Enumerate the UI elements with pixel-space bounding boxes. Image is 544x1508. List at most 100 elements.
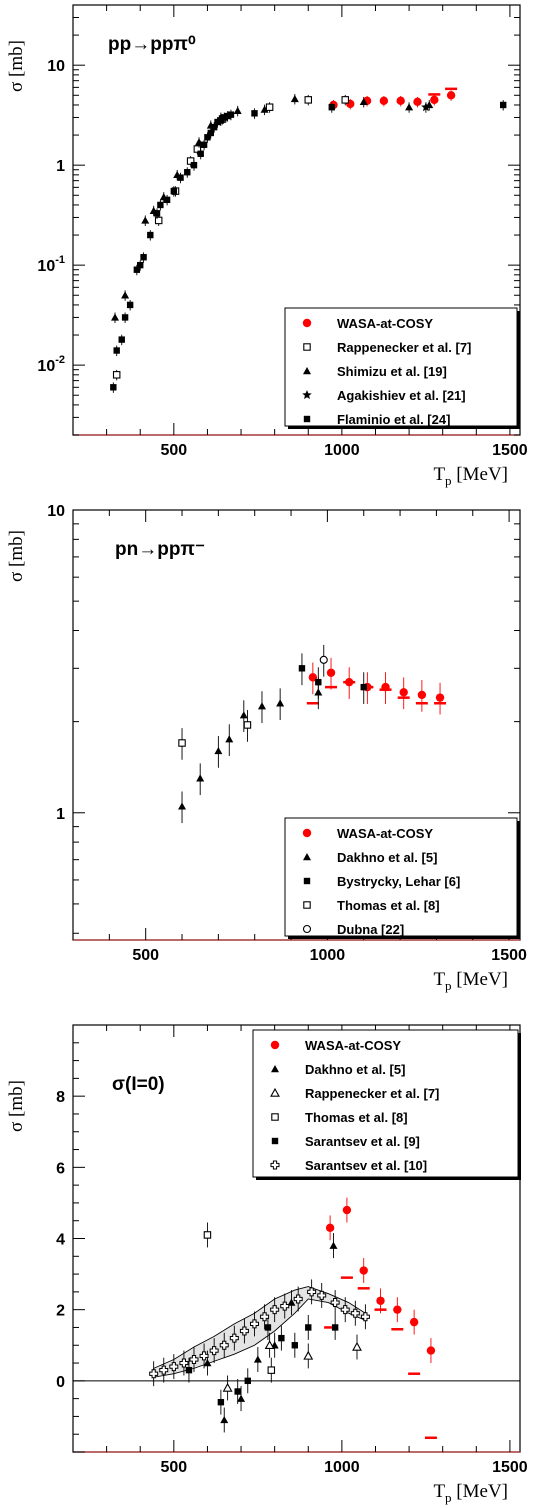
data-point bbox=[184, 169, 191, 176]
legend-marker bbox=[303, 877, 311, 885]
legend-marker bbox=[271, 1137, 279, 1145]
series-flaminio-et-al-24 bbox=[110, 100, 507, 393]
data-point bbox=[253, 1355, 262, 1363]
data-point bbox=[214, 746, 223, 755]
series-bystrycky-lehar-6 bbox=[298, 653, 367, 704]
x-tick-label: 1000 bbox=[310, 947, 346, 964]
data-point bbox=[326, 668, 336, 677]
data-point bbox=[154, 216, 163, 225]
data-point bbox=[319, 655, 328, 664]
x-tick-label: 1000 bbox=[324, 1459, 360, 1476]
plot-area bbox=[110, 87, 507, 393]
data-point bbox=[118, 336, 125, 343]
legend-box bbox=[284, 817, 518, 937]
legend-entry-thomas-et-al-8: Thomas et al. [8] bbox=[305, 1110, 408, 1125]
legend-marker bbox=[303, 415, 311, 423]
x-tick-label: 500 bbox=[160, 442, 187, 459]
data-point bbox=[137, 261, 144, 269]
x-tick-label: 1500 bbox=[492, 442, 528, 459]
data-point bbox=[417, 690, 427, 700]
data-point bbox=[157, 201, 164, 209]
series-shimizu-et-al-19 bbox=[111, 93, 434, 323]
legend-entry-dakhno-et-al-5: Dakhno et al. [5] bbox=[337, 850, 437, 865]
legend-entry-shimizu-et-al-19: Shimizu et al. [19] bbox=[337, 364, 447, 379]
data-point bbox=[359, 97, 368, 106]
data-point bbox=[169, 1362, 179, 1372]
y-tick-label: 2 bbox=[56, 1303, 65, 1320]
data-point bbox=[329, 1241, 338, 1249]
y-tick-exponent: -2 bbox=[55, 354, 65, 366]
legend-entry-thomas-et-al-8: Thomas et al. [8] bbox=[337, 898, 440, 913]
data-point bbox=[112, 371, 121, 379]
x-tick-label: 500 bbox=[160, 1459, 187, 1476]
data-point bbox=[360, 1312, 370, 1322]
data-point bbox=[264, 1324, 272, 1331]
panel-pp-to-pp-pi0: 500 1000 1500 10-2 10-1 1 10 σ [mb] Tp [MeV] pp→p… bbox=[6, 4, 528, 488]
data-point bbox=[308, 673, 318, 682]
data-point bbox=[379, 96, 389, 106]
data-point bbox=[203, 1359, 212, 1367]
data-point bbox=[225, 735, 234, 743]
data-point bbox=[204, 134, 211, 141]
data-point bbox=[221, 114, 228, 121]
plot-area bbox=[149, 1197, 437, 1440]
data-point bbox=[280, 1301, 290, 1311]
data-point bbox=[217, 117, 225, 124]
data-point bbox=[446, 91, 456, 100]
series-sarantsev-et-al-10 bbox=[149, 1279, 370, 1387]
y-tick-label: 10 bbox=[47, 58, 65, 75]
series-dakhno-et-al-5 bbox=[178, 677, 323, 824]
legend-entry-flaminio-et-al-24: Flaminio et al. [24] bbox=[337, 412, 450, 427]
data-point bbox=[239, 711, 248, 719]
data-point bbox=[190, 161, 198, 169]
data-point bbox=[227, 111, 235, 118]
legend-marker bbox=[270, 1160, 280, 1170]
data-point bbox=[207, 129, 214, 137]
legend: WASA-at-COSY Dakhno et al. [5] Bystrycky, … bbox=[284, 817, 520, 939]
y-axis-label: σ [mb] bbox=[6, 1080, 27, 1132]
data-point bbox=[409, 1317, 419, 1327]
data-point bbox=[224, 112, 231, 120]
legend-entry-rappenecker-et-al-7: Rappenecker et al. [7] bbox=[337, 340, 471, 355]
data-point bbox=[243, 721, 252, 729]
x-axis-label-unit: [MeV] bbox=[452, 464, 508, 485]
x-tick-label: 1500 bbox=[491, 947, 527, 964]
legend-box bbox=[284, 307, 518, 427]
x-tick-label: 500 bbox=[132, 947, 159, 964]
y-axis-label: σ [mb] bbox=[6, 40, 27, 92]
data-point bbox=[298, 665, 306, 672]
data-point bbox=[178, 802, 187, 810]
data-point bbox=[276, 699, 285, 707]
data-point bbox=[340, 1305, 350, 1315]
data-point bbox=[185, 1366, 193, 1374]
x-axis-label: Tp [MeV] bbox=[433, 1481, 508, 1505]
legend-marker bbox=[271, 1065, 279, 1073]
x-axis-label-sub: p bbox=[445, 978, 452, 993]
data-point bbox=[304, 96, 313, 104]
data-point bbox=[435, 693, 445, 702]
plot-area bbox=[178, 644, 447, 824]
data-point bbox=[342, 1205, 352, 1215]
x-axis-label-unit: [MeV] bbox=[452, 1481, 508, 1502]
data-point bbox=[177, 174, 184, 181]
data-point bbox=[376, 1296, 385, 1305]
data-point bbox=[234, 1388, 241, 1395]
data-point bbox=[287, 1298, 296, 1306]
series-agakishiev-et-al-21 bbox=[421, 102, 431, 113]
legend-entry-rappenecker-et-al-7: Rappenecker et al. [7] bbox=[305, 1086, 439, 1101]
panel-title: pn→ppπ⁻ bbox=[115, 539, 205, 560]
legend-marker bbox=[303, 853, 311, 861]
data-point bbox=[305, 1324, 312, 1331]
series-thomas-et-al-8 bbox=[203, 1222, 276, 1383]
legend-entry-wasa-at-cosy: WASA-at-COSY bbox=[305, 1038, 401, 1053]
data-point bbox=[133, 266, 141, 273]
series-thomas-et-al-8 bbox=[178, 710, 252, 760]
data-point bbox=[291, 1342, 299, 1349]
data-point bbox=[113, 347, 120, 354]
legend-marker bbox=[271, 1113, 279, 1121]
data-point bbox=[153, 210, 161, 217]
data-point bbox=[244, 1377, 251, 1385]
legend-entry-wasa-at-cosy: WASA-at-COSY bbox=[337, 316, 433, 331]
x-tick-label: 1500 bbox=[492, 1459, 528, 1476]
data-point bbox=[159, 1365, 169, 1375]
